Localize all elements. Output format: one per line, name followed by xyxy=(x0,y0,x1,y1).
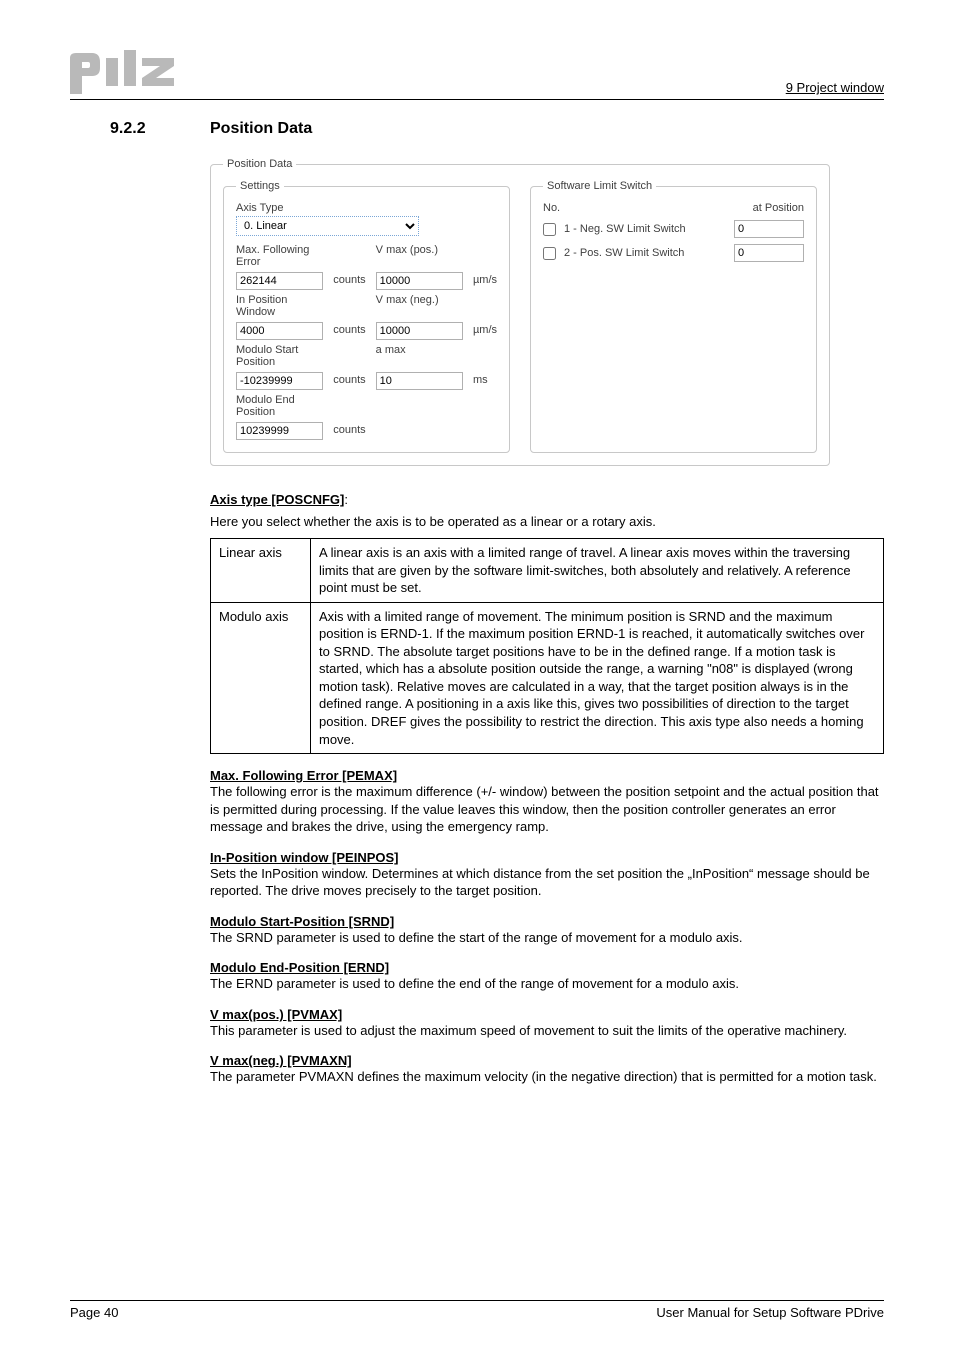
pvmaxn-title: V max(neg.) [PVMAXN] xyxy=(210,1053,884,1068)
table-cell-modulo-term: Modulo axis xyxy=(211,602,311,753)
logo xyxy=(70,50,180,95)
in-position-window-input[interactable] xyxy=(236,322,323,340)
pilz-logo-icon xyxy=(70,50,180,95)
limits-legend: Software Limit Switch xyxy=(543,180,656,192)
page-footer: Page 40 User Manual for Setup Software P… xyxy=(70,1300,884,1320)
pvmaxn-body: The parameter PVMAXN defines the maximum… xyxy=(210,1068,884,1086)
pos-sw-limit-label: 2 - Pos. SW Limit Switch xyxy=(564,247,726,259)
position-data-panel: Position Data Settings Axis Type 0. Line… xyxy=(210,158,830,466)
modulo-end-label: Modulo End Position xyxy=(236,394,323,418)
modulo-start-input[interactable] xyxy=(236,372,323,390)
in-position-window-label: In Position Window xyxy=(236,294,323,318)
section-number: 9.2.2 xyxy=(110,120,210,138)
modulo-end-unit: counts xyxy=(333,422,365,440)
max-following-error-input[interactable] xyxy=(236,272,323,290)
pos-sw-limit-input[interactable] xyxy=(734,244,804,262)
modulo-start-unit: counts xyxy=(333,372,365,390)
vmax-neg-unit: µm/s xyxy=(473,322,497,340)
pemax-body: The following error is the maximum diffe… xyxy=(210,783,884,836)
neg-sw-limit-input[interactable] xyxy=(734,220,804,238)
footer-manual: User Manual for Setup Software PDrive xyxy=(656,1305,884,1320)
max-following-error-unit: counts xyxy=(333,272,365,290)
vmax-neg-input[interactable] xyxy=(376,322,463,340)
axis-type-select[interactable]: 0. Linear xyxy=(236,216,419,236)
ernd-body: The ERND parameter is used to define the… xyxy=(210,975,884,993)
pvmax-body: This parameter is used to adjust the max… xyxy=(210,1022,884,1040)
table-row: Linear axis A linear axis is an axis wit… xyxy=(211,539,884,603)
modulo-end-input[interactable] xyxy=(236,422,323,440)
pvmax-title: V max(pos.) [PVMAX] xyxy=(210,1007,884,1022)
pos-sw-limit-checkbox[interactable] xyxy=(543,247,556,260)
amax-unit: ms xyxy=(473,372,497,390)
neg-sw-limit-checkbox[interactable] xyxy=(543,223,556,236)
vmax-pos-label: V max (pos.) xyxy=(376,244,463,268)
axis-type-table: Linear axis A linear axis is an axis wit… xyxy=(210,538,884,754)
modulo-start-label: Modulo Start Position xyxy=(236,344,323,368)
section-title: Position Data xyxy=(210,120,312,138)
table-cell-linear-desc: A linear axis is an axis with a limited … xyxy=(311,539,884,603)
axis-type-heading-line: Axis type [POSCNFG]: xyxy=(210,491,884,509)
peinpos-title: In-Position window [PEINPOS] xyxy=(210,850,884,865)
axis-type-title: Axis type [POSCNFG] xyxy=(210,492,344,507)
srnd-title: Modulo Start-Position [SRND] xyxy=(210,914,884,929)
table-cell-modulo-desc: Axis with a limited range of movement. T… xyxy=(311,602,884,753)
page-header: 9 Project window xyxy=(70,50,884,100)
pemax-title: Max. Following Error [PEMAX] xyxy=(210,768,884,783)
max-following-error-label: Max. Following Error xyxy=(236,244,323,268)
limits-head-pos: at Position xyxy=(753,202,804,214)
amax-input[interactable] xyxy=(376,372,463,390)
footer-page: Page 40 xyxy=(70,1305,118,1320)
axis-type-body: Here you select whether the axis is to b… xyxy=(210,513,884,531)
srnd-body: The SRND parameter is used to define the… xyxy=(210,929,884,947)
neg-sw-limit-label: 1 - Neg. SW Limit Switch xyxy=(564,223,726,235)
vmax-pos-unit: µm/s xyxy=(473,272,497,290)
panel-legend: Position Data xyxy=(223,158,296,170)
vmax-neg-label: V max (neg.) xyxy=(376,294,463,318)
in-position-window-unit: counts xyxy=(333,322,365,340)
section-heading: 9.2.2 Position Data xyxy=(110,120,884,138)
limits-head-no: No. xyxy=(543,202,560,214)
table-cell-linear-term: Linear axis xyxy=(211,539,311,603)
header-breadcrumb: 9 Project window xyxy=(786,80,884,95)
amax-label: a max xyxy=(376,344,463,368)
table-row: Modulo axis Axis with a limited range of… xyxy=(211,602,884,753)
ernd-title: Modulo End-Position [ERND] xyxy=(210,960,884,975)
vmax-pos-input[interactable] xyxy=(376,272,463,290)
settings-legend: Settings xyxy=(236,180,284,192)
peinpos-body: Sets the InPosition window. Determines a… xyxy=(210,865,884,900)
axis-type-label: Axis Type xyxy=(236,202,497,214)
